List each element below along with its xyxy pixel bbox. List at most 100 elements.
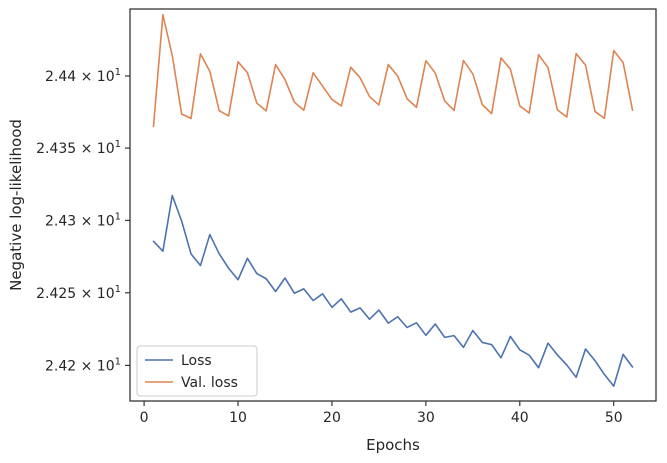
series-1-point: [227, 114, 230, 117]
x-tick-label: 20: [323, 410, 341, 426]
series-0-point: [443, 336, 446, 339]
legend: Loss Val. loss: [136, 345, 258, 397]
series-1-point: [424, 59, 427, 62]
series-0-point: [265, 277, 268, 280]
series-1-point: [161, 13, 164, 16]
series-0-point: [462, 346, 465, 349]
series-0-point: [340, 297, 343, 300]
legend-label: Loss: [181, 353, 212, 369]
y-tick-label: 2.44 × 101: [45, 67, 121, 85]
series-0-point: [593, 359, 596, 362]
series-0-point: [199, 264, 202, 267]
series-0-point: [321, 292, 324, 295]
series-1-point: [471, 72, 474, 75]
series-1-point: [302, 109, 305, 112]
y-tick-label: 2.435 × 101: [36, 139, 121, 157]
series-layer: [152, 13, 634, 388]
series-0-point: [349, 310, 352, 313]
series-0-point: [612, 385, 615, 388]
series-0-point: [631, 365, 634, 368]
series-1-point: [340, 104, 343, 107]
series-1-point: [612, 49, 615, 52]
series-0-point: [330, 306, 333, 309]
series-1-point: [255, 101, 258, 104]
series-0-point: [189, 252, 192, 255]
series-1-point: [283, 78, 286, 81]
series-1-point: [443, 99, 446, 102]
series-1-point: [593, 110, 596, 113]
plot-area: [130, 9, 656, 401]
series-1-point: [171, 54, 174, 57]
y-axis-label: Negative log-likelihood: [7, 119, 25, 291]
series-0-point: [312, 299, 315, 302]
series-1-point: [359, 76, 362, 79]
x-tick-label: 0: [140, 410, 149, 426]
x-tick-label: 50: [605, 410, 623, 426]
series-0-point: [509, 335, 512, 338]
series-1-point: [452, 109, 455, 112]
series-0-point: [302, 287, 305, 290]
y-tick-label: 2.43 × 101: [45, 211, 121, 229]
series-1-point: [575, 52, 578, 55]
x-tick-label: 10: [229, 410, 247, 426]
series-1-point: [349, 66, 352, 69]
x-axis: 0 10 20 30 40 50: [140, 401, 623, 426]
legend-box: [136, 345, 258, 397]
series-1-point: [189, 117, 192, 120]
series-1-point: [528, 111, 531, 114]
series-1-point: [631, 109, 634, 112]
y-tick-label: 2.42 × 101: [45, 356, 121, 374]
series-1-point: [462, 59, 465, 62]
series-0-point: [283, 276, 286, 279]
series-1-point: [208, 70, 211, 73]
series-1-point: [246, 71, 249, 74]
series-0-point: [359, 306, 362, 309]
series-1-point: [152, 125, 155, 128]
series-1-point: [218, 109, 221, 112]
series-1-point: [565, 115, 568, 118]
series-0-point: [246, 257, 249, 260]
series-1-point: [312, 71, 315, 74]
series-1-point: [180, 112, 183, 115]
series-0-point: [575, 376, 578, 379]
series-0-point: [424, 334, 427, 337]
series-0-point: [405, 326, 408, 329]
series-0-point: [584, 347, 587, 350]
series-1-point: [415, 106, 418, 109]
series-0-point: [499, 356, 502, 359]
series-0-point: [293, 292, 296, 295]
series-0-point: [434, 322, 437, 325]
series-1-point: [584, 64, 587, 67]
y-axis: 2.42 × 101 2.425 × 101 2.43 × 101 2.435 × 1…: [36, 67, 130, 374]
series-1-point: [265, 109, 268, 112]
series-0-point: [377, 308, 380, 311]
series-1-point: [321, 84, 324, 87]
series-1-point: [509, 68, 512, 71]
series-1-point: [274, 63, 277, 66]
series-0-point: [236, 278, 239, 281]
series-1-point: [603, 117, 606, 120]
series-0-point: [171, 194, 174, 197]
series-0-point: [528, 354, 531, 357]
series-0-point: [415, 321, 418, 324]
series-0-point: [255, 272, 258, 275]
series-1-point: [622, 61, 625, 64]
series-0-point: [387, 322, 390, 325]
series-line-1: [152, 13, 634, 128]
series-1-point: [387, 63, 390, 66]
series-0-point: [452, 334, 455, 337]
series-0-point: [556, 353, 559, 356]
series-0-point: [208, 233, 211, 236]
series-0-point: [180, 219, 183, 222]
series-1-point: [236, 60, 239, 63]
y-tick-label: 2.425 × 101: [36, 284, 121, 302]
series-1-point: [546, 66, 549, 69]
series-0-point: [274, 290, 277, 293]
x-tick-label: 30: [417, 410, 435, 426]
series-1-point: [434, 71, 437, 74]
series-0-point: [565, 363, 568, 366]
series-line-0: [152, 194, 634, 387]
series-1-point: [396, 75, 399, 78]
series-0-point: [218, 252, 221, 255]
